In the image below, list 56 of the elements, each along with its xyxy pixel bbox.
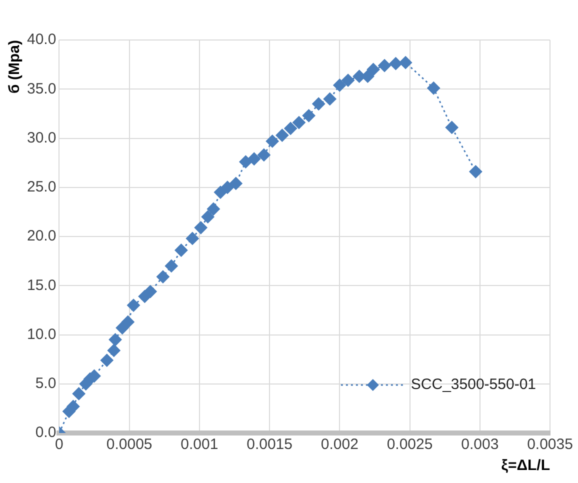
y-tick-label: 10.0: [26, 326, 56, 343]
point: [445, 120, 458, 134]
point: [366, 62, 380, 76]
x-axis-title: ξ=ΔL/L: [501, 457, 550, 474]
point: [66, 400, 80, 413]
point: [186, 232, 199, 245]
y-tick-label: 0.0: [35, 424, 56, 442]
point: [323, 92, 336, 106]
y-tick-label: 15.0: [26, 276, 56, 294]
y-tick-label: 40.0: [26, 31, 56, 48]
point: [248, 152, 261, 166]
point: [276, 128, 289, 142]
point: [312, 97, 326, 110]
legend-label: SCC_3500-550-01: [410, 376, 536, 394]
point: [108, 333, 122, 346]
point: [127, 298, 140, 312]
y-tick-label: 20.0: [26, 228, 56, 245]
point: [72, 387, 86, 400]
point: [156, 270, 170, 284]
point: [389, 57, 402, 70]
point: [174, 244, 188, 257]
x-tick-label: 0.003: [461, 436, 499, 454]
point: [427, 82, 440, 95]
x-tick-label: 0.001: [180, 436, 218, 454]
x-tick-label: 0.0015: [246, 436, 292, 454]
point: [333, 78, 346, 92]
point: [399, 56, 412, 70]
x-tick-label: 0.0035: [527, 436, 573, 454]
point: [229, 176, 242, 190]
point: [257, 148, 270, 162]
point: [201, 210, 214, 224]
x-tick-label: 0: [55, 436, 64, 454]
point: [164, 259, 178, 272]
point: [469, 165, 482, 178]
point: [292, 116, 306, 130]
point: [342, 74, 355, 87]
y-tick-label: 30.0: [26, 129, 56, 146]
x-tick-label: 0.002: [320, 436, 358, 454]
point: [206, 202, 220, 216]
point: [266, 134, 279, 148]
point: [284, 122, 298, 135]
y-tick-label: 25.0: [26, 178, 56, 196]
point: [378, 59, 392, 72]
x-tick-label: 0.0025: [386, 436, 433, 454]
point: [107, 344, 120, 357]
point: [144, 285, 157, 298]
point: [194, 221, 208, 234]
point: [220, 180, 234, 194]
x-tick-label: 0.0005: [106, 436, 152, 454]
point: [302, 109, 316, 122]
y-axis-title: б (Mpa): [6, 40, 24, 94]
y-tick-label: 5.0: [35, 375, 56, 392]
point: [239, 155, 252, 168]
point: [121, 315, 134, 328]
point: [100, 354, 114, 367]
y-tick-label: 35.0: [26, 80, 56, 98]
